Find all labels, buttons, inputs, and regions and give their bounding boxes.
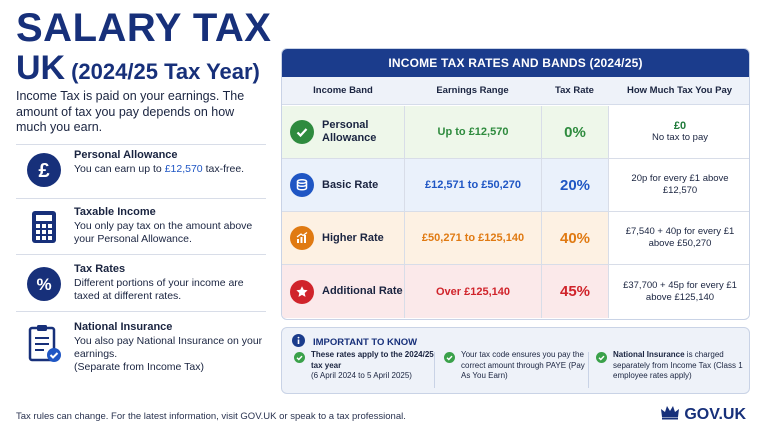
column-header: How Much Tax You Pay xyxy=(626,85,733,96)
divider xyxy=(588,352,589,388)
feature-desc: Different portions of your income are ta… xyxy=(74,277,244,302)
feature-desc: You only pay tax on the amount above you… xyxy=(74,220,253,245)
table-header-row: Income Band Earnings Range Tax Rate How … xyxy=(282,77,749,105)
table-heading: INCOME TAX RATES AND BANDS (2024/25) xyxy=(282,49,749,77)
percent-icon: % xyxy=(26,266,62,302)
divider xyxy=(16,198,266,199)
page-subtitle: UK (2024/25 Tax Year) xyxy=(16,50,260,93)
feature-national-insurance: National Insurance You also pay National… xyxy=(16,320,266,378)
tax-rate: 0% xyxy=(564,123,586,141)
feature-taxable-income: Taxable Income You only pay tax on the a… xyxy=(16,205,266,263)
feature-title: Personal Allowance xyxy=(74,149,178,161)
tax-rate: 20% xyxy=(559,176,591,194)
svg-text:£: £ xyxy=(38,160,49,182)
band-name: Basic Rate xyxy=(322,178,379,191)
tax-description: 20p for every £1 above £12,570 xyxy=(631,173,729,196)
pound-icon: £ xyxy=(26,152,62,188)
calculator-icon xyxy=(26,209,62,245)
tax-bands-table: INCOME TAX RATES AND BANDS (2024/25) Inc… xyxy=(281,48,750,320)
check-icon xyxy=(444,350,455,382)
feature-personal-allowance: £ Personal Allowance You can earn up to … xyxy=(16,148,266,206)
important-heading: IMPORTANT TO KNOW xyxy=(292,334,417,350)
earnings-range: Up to £12,570 xyxy=(437,126,509,138)
important-item: Your tax code ensures you pay the correc… xyxy=(444,350,586,382)
divider xyxy=(16,254,266,255)
tax-rate: 40% xyxy=(559,229,591,247)
important-item: These rates apply to the 2024/25 tax yea… xyxy=(294,350,434,382)
feature-desc: You can earn up to £12,570 tax-free. xyxy=(74,163,245,175)
earnings-range: Over £125,140 xyxy=(435,285,510,298)
feature-tax-rates: % Tax Rates Different portions of your i… xyxy=(16,262,266,320)
feature-title: Taxable Income xyxy=(74,206,156,218)
intro-text: Income Tax is paid on your earnings. The… xyxy=(16,89,245,134)
band-name: Higher Rate xyxy=(322,231,384,244)
clipboard-check-icon xyxy=(26,324,62,362)
earnings-range: £12,571 to £50,270 xyxy=(424,179,522,191)
tax-rate: 45% xyxy=(559,283,591,300)
check-icon xyxy=(294,350,305,382)
table-row: Additional Rate Over £125,140 45% £37,70… xyxy=(282,265,749,318)
divider xyxy=(434,352,435,388)
crown-icon xyxy=(660,404,680,425)
column-header: Earnings Range xyxy=(436,85,509,96)
band-name: Personal Allowance xyxy=(322,119,377,144)
feature-title: Tax Rates xyxy=(74,263,126,275)
column-header: Income Band xyxy=(313,85,373,96)
tax-description: £0 No tax to pay xyxy=(652,120,708,143)
band-name: Additional Rate xyxy=(322,285,403,297)
footer-note: Tax rules can change. For the latest inf… xyxy=(16,411,406,422)
gov-uk-logo: GOV.UK xyxy=(660,404,746,425)
divider xyxy=(16,311,266,312)
check-icon xyxy=(290,120,314,144)
earnings-range: £50,271 to £125,140 xyxy=(421,232,525,244)
table-row: Higher Rate £50,271 to £125,140 40% £7,5… xyxy=(282,212,749,265)
feature-desc: You also pay National Insurance on your … xyxy=(74,335,263,373)
divider xyxy=(16,144,266,145)
check-icon xyxy=(596,350,607,382)
title-uk: UK xyxy=(16,49,66,87)
svg-text:%: % xyxy=(36,275,51,294)
table-row: Personal Allowance Up to £12,570 0% £0 No… xyxy=(282,106,749,159)
important-box: IMPORTANT TO KNOW These rates apply to t… xyxy=(281,327,750,394)
star-icon xyxy=(290,279,314,304)
feature-title: National Insurance xyxy=(74,321,173,333)
page-title: SALARY TAX xyxy=(16,6,272,50)
column-header: Tax Rate xyxy=(555,85,594,96)
rising-chart-icon xyxy=(290,226,314,250)
tax-description: £37,700 + 45p for every £1 above £125,14… xyxy=(623,279,737,303)
table-row: Basic Rate £12,571 to £50,270 20% 20p fo… xyxy=(282,159,749,212)
info-icon xyxy=(292,334,305,350)
title-year: (2024/25 Tax Year) xyxy=(71,59,260,84)
important-item: National Insurance is charged separately… xyxy=(596,350,744,382)
tax-description: £7,540 + 40p for every £1 above £50,270 xyxy=(625,226,735,249)
coins-icon xyxy=(290,173,314,197)
